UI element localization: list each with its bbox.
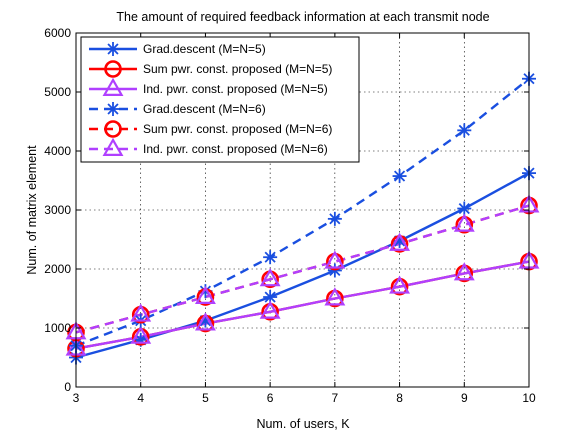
y-tick-label: 2000: [44, 262, 71, 276]
asterisk-stroke: [393, 170, 406, 182]
x-tick-label: 3: [73, 391, 80, 405]
series-line: [75, 204, 530, 334]
series-line: [75, 77, 530, 347]
data-point: [324, 250, 346, 269]
legend-marker: [104, 60, 122, 78]
data-point: [130, 303, 152, 322]
data-point: [457, 123, 472, 138]
legend-label: Ind. pwr. const. proposed (M=N=6): [143, 142, 328, 156]
legend-marker: [102, 137, 124, 156]
x-axis-label: Num. of users, K: [256, 417, 350, 431]
x-tick-label: 9: [461, 391, 468, 405]
asterisk-stroke: [107, 43, 119, 55]
series-line: [75, 260, 530, 350]
asterisk-stroke: [458, 124, 470, 136]
legend-label: Grad.descent (M=N=6): [143, 102, 266, 116]
data-point: [453, 213, 475, 232]
series-lines: [75, 77, 530, 359]
data-point: [389, 232, 411, 251]
data-point: [327, 211, 342, 226]
y-tick-label: 5000: [44, 85, 71, 99]
x-tick-label: 10: [522, 391, 536, 405]
data-point: [194, 285, 216, 304]
legend-marker: [104, 120, 122, 138]
y-tick-label: 6000: [44, 26, 71, 40]
data-point: [392, 169, 407, 184]
series-line: [75, 172, 530, 359]
legend-label: Sum pwr. const. proposed (M=N=6): [143, 122, 332, 136]
data-point: [259, 268, 281, 287]
x-tick-label: 5: [202, 391, 209, 405]
data-point: [194, 312, 216, 331]
y-tick-label: 4000: [44, 144, 71, 158]
y-tick-label: 0: [64, 380, 71, 394]
chart-title: The amount of required feedback informat…: [116, 10, 489, 24]
x-tick-label: 7: [332, 391, 339, 405]
asterisk-stroke: [329, 213, 341, 225]
data-point: [324, 287, 346, 306]
legend: Grad.descent (M=N=5) Sum pwr. const. prop…: [80, 36, 360, 163]
series-markers: [65, 71, 540, 365]
data-point: [130, 325, 152, 344]
axis-ticks: 3 4 5 6 7 8 9 10 0 1000 2000 3000 4000 5000 6000: [44, 26, 536, 405]
data-point: [453, 262, 475, 281]
data-point: [263, 250, 278, 265]
asterisk-stroke: [264, 251, 276, 263]
data-point: [259, 300, 281, 319]
y-tick-label: 1000: [44, 321, 71, 335]
x-tick-label: 4: [137, 391, 144, 405]
legend-marker: [106, 42, 120, 56]
legend-label: Sum pwr. const. proposed (M=N=5): [143, 62, 332, 76]
y-axis-label: Num. of matrix element: [25, 145, 39, 275]
y-tick-label: 3000: [44, 203, 71, 217]
x-tick-label: 6: [267, 391, 274, 405]
data-point: [389, 275, 411, 294]
asterisk-stroke: [264, 291, 276, 303]
data-point: [457, 201, 472, 216]
legend-label: Ind. pwr. const. proposed (M=N=5): [143, 82, 328, 96]
x-tick-label: 8: [396, 391, 403, 405]
legend-label: Grad.descent (M=N=5): [143, 42, 266, 56]
legend-marker: [102, 77, 124, 96]
asterisk-stroke: [107, 103, 119, 115]
legend-marker: [106, 102, 120, 116]
asterisk-stroke: [458, 202, 470, 215]
legend-box: [80, 36, 360, 163]
